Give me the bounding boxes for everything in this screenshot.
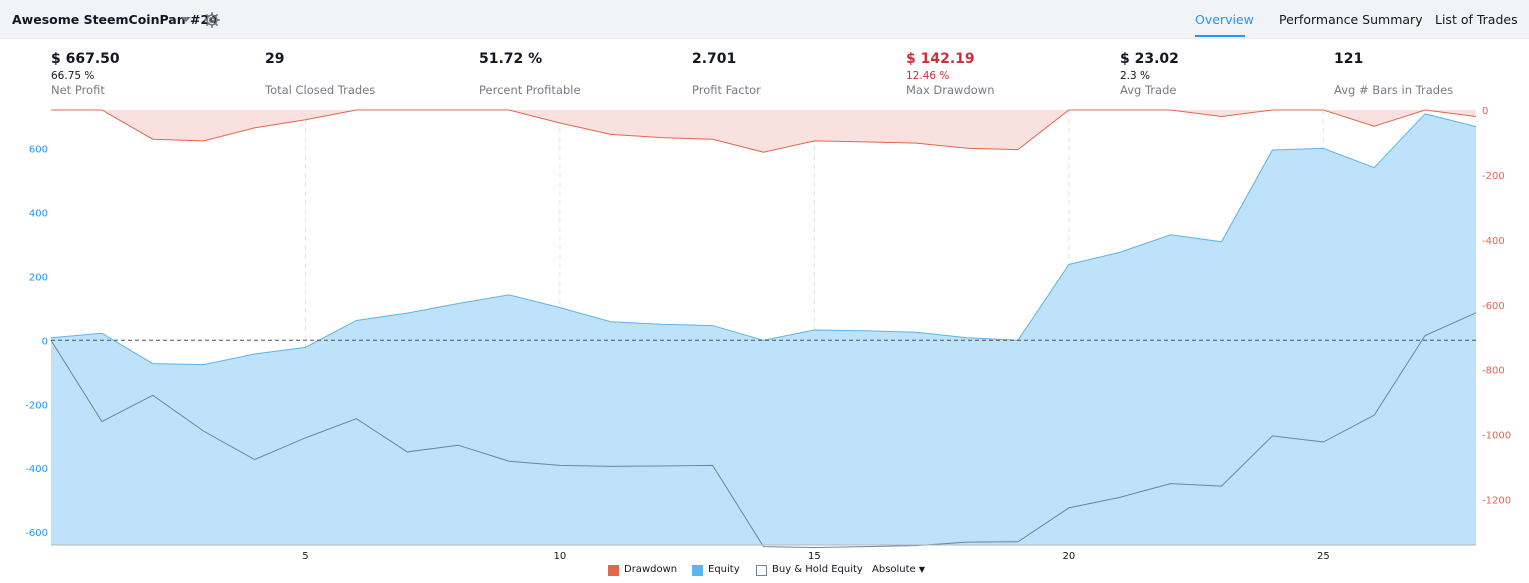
- right-axis-tick-label: -1000: [1482, 431, 1511, 442]
- stat-max-drawdown: $ 142.19 12.46 % Max Drawdown: [906, 51, 995, 97]
- buy-hold-line: [50, 312, 1477, 549]
- left-axis-tick-label: -200: [25, 400, 48, 411]
- equity-line: [50, 113, 1477, 366]
- mode-dropdown[interactable]: Absolute ▼: [872, 564, 925, 575]
- right-axis-tick-label: -400: [1482, 236, 1505, 247]
- left-axis-tick-label: 600: [29, 144, 48, 155]
- stat-value: 121: [1334, 51, 1364, 67]
- legend-drawdown-label[interactable]: Drawdown: [624, 564, 678, 575]
- x-tick-label: 20: [1062, 551, 1075, 560]
- stat-value: $ 142.19: [906, 51, 975, 67]
- stat-avg-trade: $ 23.02 2.3 % Avg Trade: [1120, 51, 1179, 97]
- stat-label: Net Profit: [51, 83, 105, 97]
- stat-value: $ 23.02: [1120, 51, 1179, 67]
- right-axis-tick-label: -600: [1482, 301, 1505, 312]
- strategy-dropdown-caret-icon[interactable]: [181, 17, 191, 22]
- left-axis-tick-label: 400: [29, 208, 48, 219]
- equity-chart[interactable]: 5 10 15 20 25 600 400 200 0 -200 -400 -600 0 -200 -400…: [0, 100, 1529, 560]
- stat-value: $ 667.50: [51, 51, 120, 67]
- stat-profit-factor: 2.701 Profit Factor: [692, 51, 761, 97]
- stat-total-closed-trades: 29 Total Closed Trades: [265, 51, 375, 97]
- stat-label: Max Drawdown: [906, 83, 995, 97]
- stat-label: Total Closed Trades: [265, 83, 376, 97]
- active-tab-indicator: [1195, 35, 1245, 37]
- stat-label: Avg # Bars in Trades: [1334, 83, 1454, 97]
- x-tick-label: 10: [554, 551, 567, 560]
- stat-net-profit: $ 667.50 66.75 % Net Profit: [51, 51, 120, 97]
- mode-label: Absolute: [872, 564, 916, 575]
- x-tick-label: 15: [808, 551, 821, 560]
- legend-buy-hold-label[interactable]: Buy & Hold Equity: [772, 564, 863, 575]
- stat-avg-bars-in-trades: 121 Avg # Bars in Trades: [1334, 51, 1453, 97]
- stat-label: Profit Factor: [692, 83, 761, 97]
- legend-drawdown-swatch[interactable]: [608, 565, 619, 576]
- x-tick-label: 5: [302, 551, 308, 560]
- stat-value: 51.72 %: [479, 51, 543, 67]
- stat-value: 29: [265, 51, 285, 67]
- legend-equity-label[interactable]: Equity: [708, 564, 740, 575]
- stat-sub: 2.3 %: [1120, 70, 1151, 82]
- stat-label: Percent Profitable: [479, 83, 581, 97]
- right-axis-tick-label: -200: [1482, 171, 1505, 182]
- left-axis-tick-label: -400: [25, 464, 48, 475]
- top-toolbar: Awesome SteemCoinPan #24 Overview Perfor…: [0, 0, 1529, 39]
- right-axis-tick-label: 0: [1482, 106, 1488, 117]
- right-axis-tick-label: -1200: [1482, 496, 1511, 507]
- tab-performance-summary[interactable]: Performance Summary: [1279, 12, 1423, 27]
- tab-overview[interactable]: Overview: [1195, 12, 1254, 27]
- stat-value: 2.701: [692, 51, 737, 67]
- left-axis-tick-label: -600: [25, 528, 48, 539]
- drawdown-area: [51, 110, 1476, 153]
- left-axis-tick-label: 0: [42, 336, 48, 347]
- stat-percent-profitable: 51.72 % Percent Profitable: [479, 51, 581, 97]
- equity-area: [51, 113, 1476, 546]
- stat-sub: 12.46 %: [906, 70, 950, 82]
- right-axis-tick-label: -800: [1482, 366, 1505, 377]
- left-axis-tick-label: 200: [29, 272, 48, 283]
- stat-label: Avg Trade: [1120, 83, 1177, 97]
- legend-equity-swatch[interactable]: [692, 565, 703, 576]
- drawdown-line: [51, 109, 1477, 153]
- strategy-title[interactable]: Awesome SteemCoinPan #24: [12, 12, 218, 27]
- x-tick-label: 25: [1317, 551, 1330, 560]
- chevron-down-icon: ▼: [918, 565, 926, 574]
- legend-buy-hold-swatch[interactable]: [756, 565, 767, 576]
- tab-list-of-trades[interactable]: List of Trades: [1435, 12, 1518, 27]
- stat-sub: 66.75 %: [51, 70, 95, 82]
- gear-icon[interactable]: [203, 11, 221, 29]
